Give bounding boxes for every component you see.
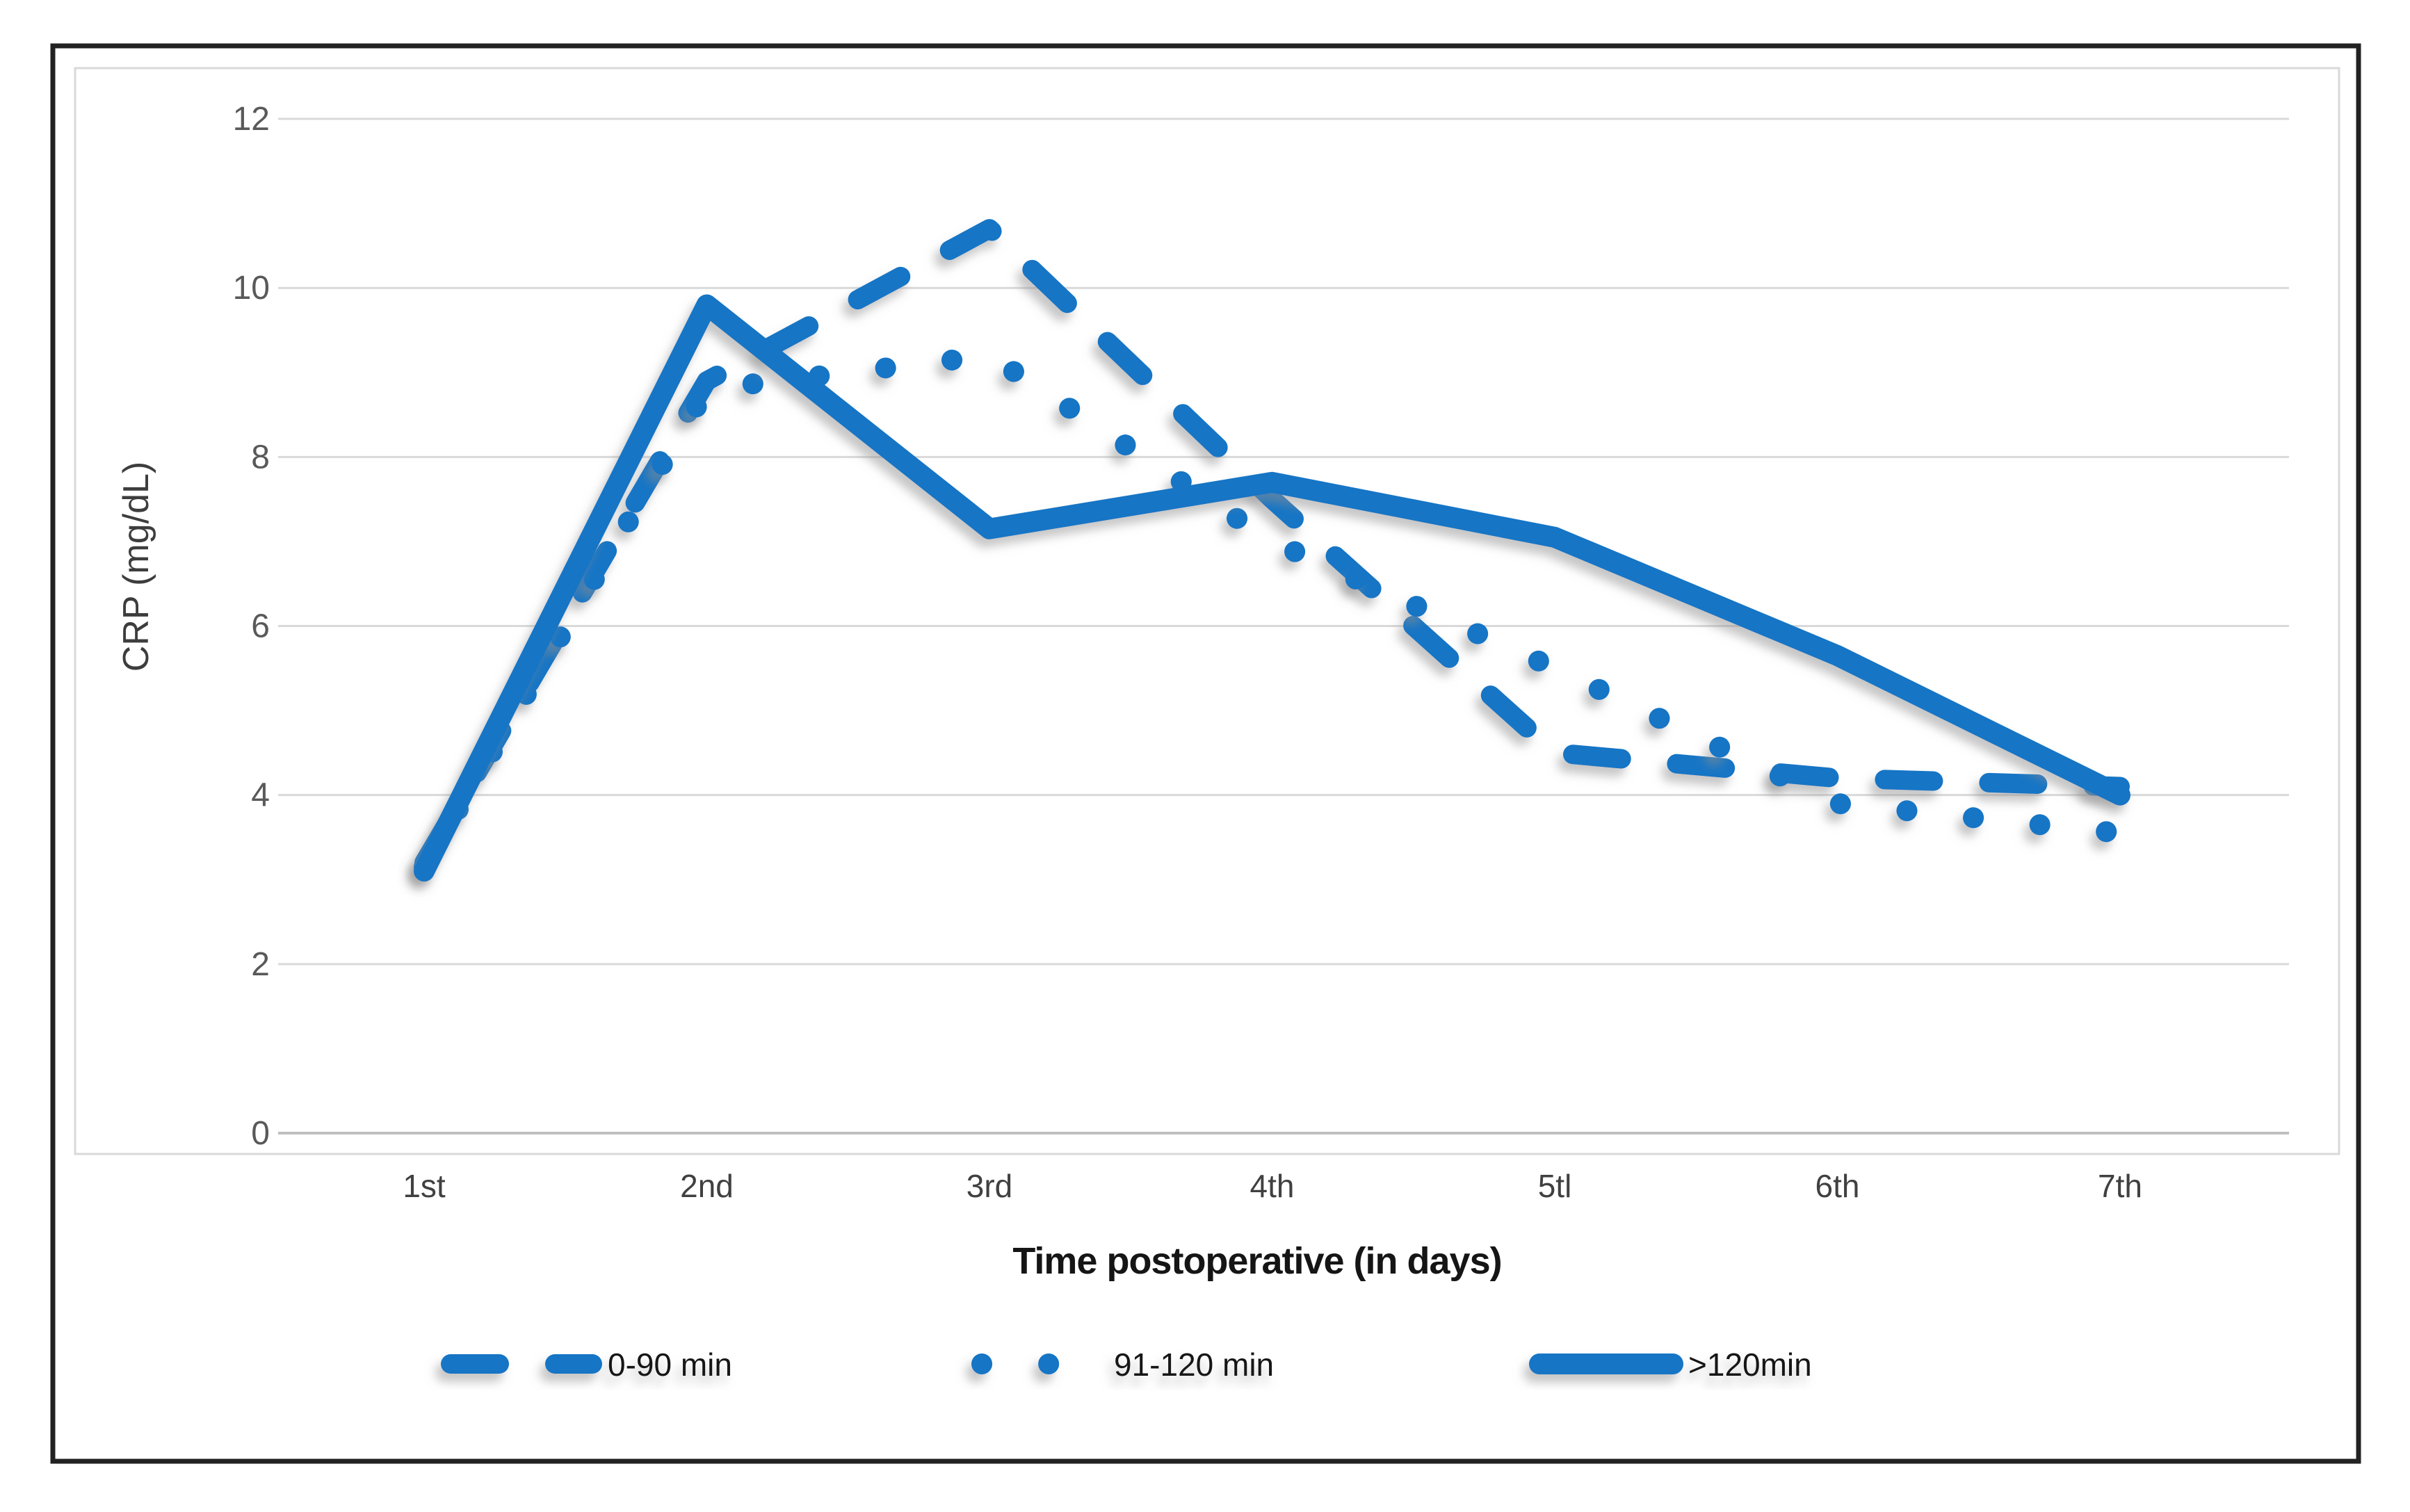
x-axis-title: Time postoperative (in days) bbox=[1012, 1240, 1501, 1282]
x-tick-label-2nd: 2nd bbox=[680, 1168, 734, 1204]
legend-label-91-120-min: 91-120 min bbox=[1114, 1347, 1274, 1383]
plot-area: 0 2 4 6 8 10 12 1st 2nd 3rd 4th 5tl 6th 7th bbox=[233, 101, 2289, 1204]
x-tick-label-4th: 4th bbox=[1250, 1168, 1295, 1204]
y-tick-label-4: 4 bbox=[251, 777, 270, 814]
x-tick-label-1st: 1st bbox=[403, 1168, 446, 1204]
legend-label-gt120min: >120min bbox=[1688, 1347, 1812, 1383]
y-axis-title: CRP (mg/dL) bbox=[116, 462, 156, 672]
series-line-120min bbox=[414, 294, 2130, 882]
x-tick-label-3rd: 3rd bbox=[967, 1168, 1012, 1204]
figure-border bbox=[50, 43, 2361, 1464]
series-line-0-90-min bbox=[414, 219, 2130, 872]
y-tick-label-12: 12 bbox=[233, 101, 270, 138]
legend: 0-90 min 91-120 min >120min bbox=[441, 1347, 1812, 1383]
series-line-91-120-min bbox=[414, 345, 2130, 877]
x-tick-label-7th: 7th bbox=[2098, 1168, 2142, 1204]
y-tick-label-6: 6 bbox=[251, 608, 270, 645]
x-tick-label-6th: 6th bbox=[1815, 1168, 1860, 1204]
legend-label-0-90-min: 0-90 min bbox=[608, 1347, 732, 1383]
y-tick-label-8: 8 bbox=[251, 439, 270, 475]
plot-area-border bbox=[74, 67, 2340, 1155]
y-tick-label-2: 2 bbox=[251, 946, 270, 983]
y-tick-label-10: 10 bbox=[233, 270, 270, 307]
y-tick-label-0: 0 bbox=[251, 1115, 270, 1152]
x-tick-label-5tl: 5tl bbox=[1538, 1168, 1572, 1204]
